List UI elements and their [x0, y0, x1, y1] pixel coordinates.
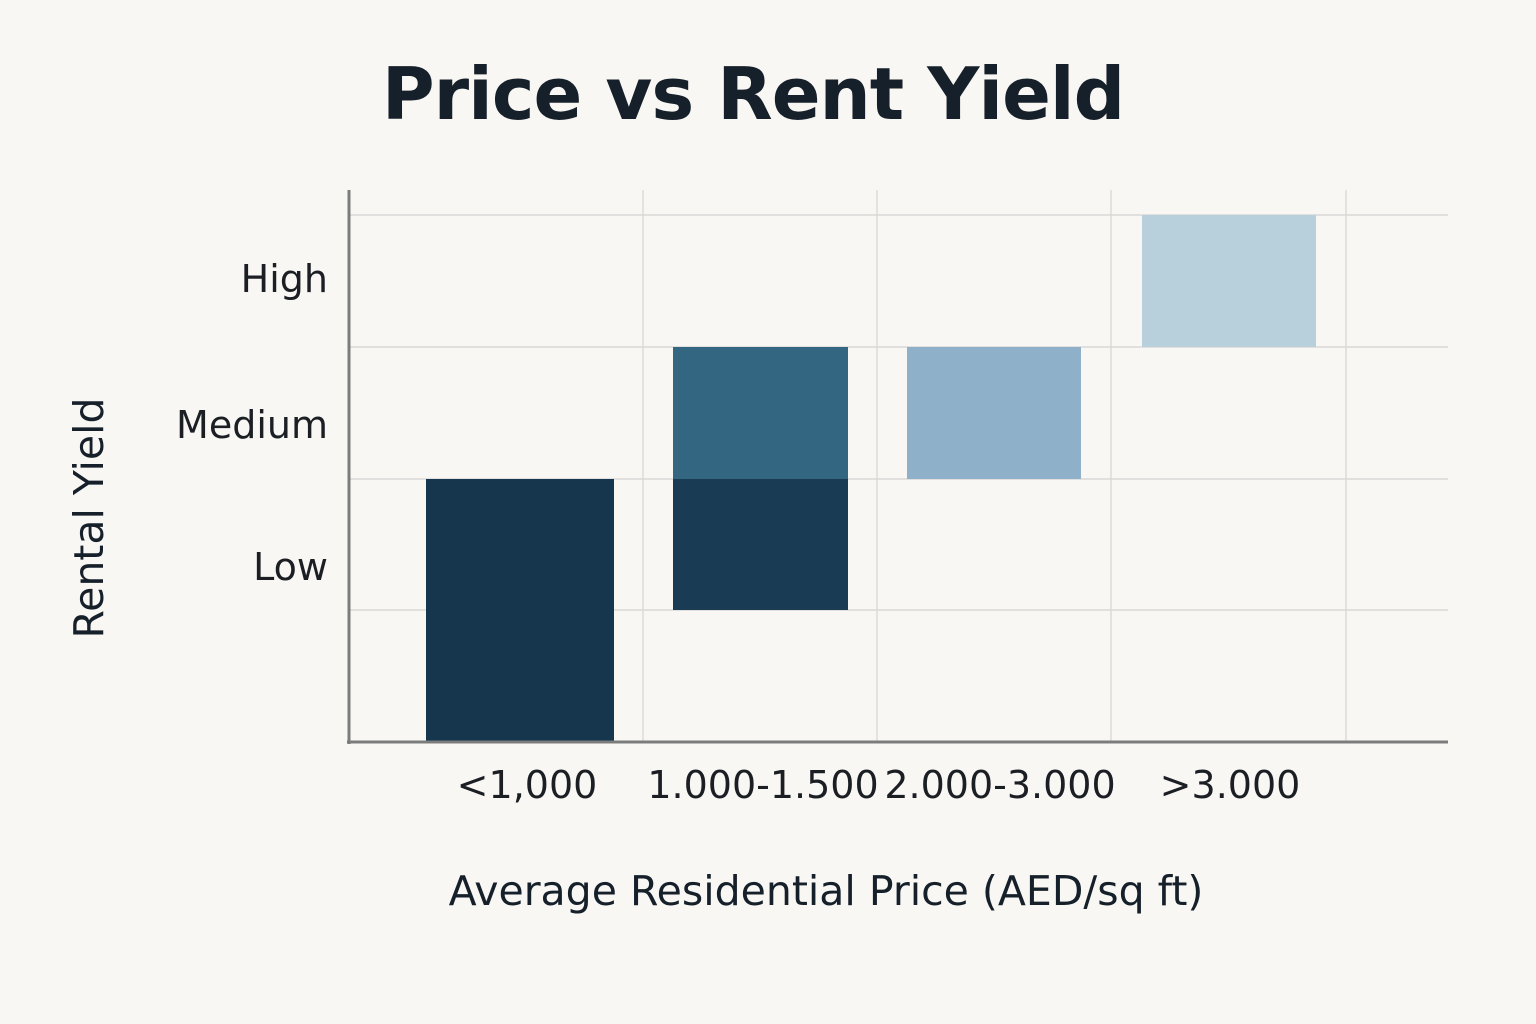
heatmap-cell: [673, 347, 848, 479]
y-axis-label: Rental Yield: [65, 397, 113, 638]
heatmap-cell: [1142, 215, 1316, 347]
heatmap-cell: [907, 347, 1081, 479]
x-axis-label: Average Residential Price (AED/sq ft): [449, 867, 1204, 915]
heatmap-cells: [426, 215, 1316, 742]
x-tick-label: <1,000: [457, 763, 598, 807]
x-tick-labels: <1,000 1.000-1.500 2.000-3.000 >3.000: [457, 763, 1301, 807]
x-tick-label: 1.000-1.500: [647, 763, 878, 807]
heatmap-cell: [426, 479, 614, 742]
axes: [347, 190, 1448, 744]
y-tick-label: High: [241, 257, 328, 301]
heatmap-cell: [673, 479, 848, 610]
x-tick-label: 2.000-3.000: [884, 763, 1115, 807]
x-tick-label: >3.000: [1160, 763, 1301, 807]
y-tick-labels: Low Medium High: [176, 257, 328, 589]
chart-title: Price vs Rent Yield: [381, 52, 1125, 136]
y-tick-label: Low: [253, 545, 328, 589]
y-tick-label: Medium: [176, 403, 328, 447]
